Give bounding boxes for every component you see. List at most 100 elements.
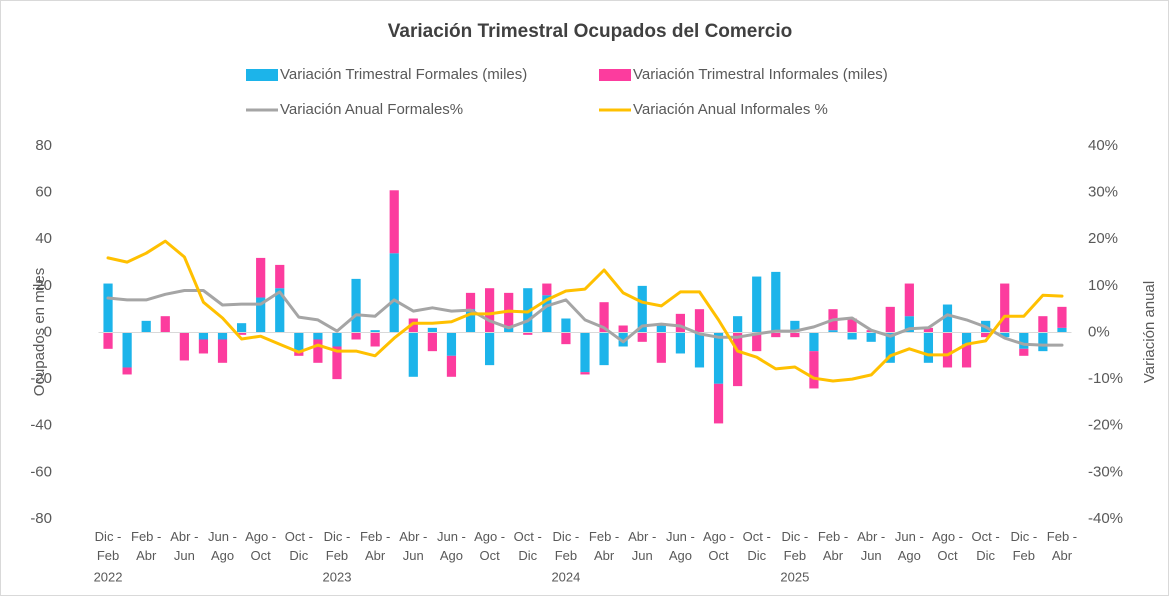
x-tick-label: Dic -Feb — [324, 529, 351, 563]
bar — [446, 355, 457, 377]
bar — [885, 332, 895, 363]
x-group-label: 2025 — [780, 569, 809, 584]
x-tick-label: Ago -Oct — [474, 529, 505, 563]
bar — [809, 351, 819, 389]
y-axis-title: Ocupados en miles — [31, 268, 48, 396]
bar — [942, 304, 953, 333]
bar — [198, 332, 209, 340]
chart-title: Variación Trimestral Ocupados del Comerc… — [388, 21, 792, 42]
bar — [485, 332, 495, 366]
x-tick-label: Ago -Oct — [245, 529, 276, 563]
bar — [465, 309, 476, 333]
bar — [103, 283, 113, 333]
bar — [523, 332, 533, 335]
bar — [332, 332, 342, 347]
bar — [618, 332, 628, 347]
x-tick-label: Abr -Jun — [857, 529, 885, 563]
bar — [904, 316, 914, 333]
bar — [256, 297, 266, 333]
legend-label: Variación Trimestral Formales (miles) — [280, 66, 527, 83]
y2-tick-label: 0% — [1088, 323, 1110, 340]
x-tick-label: Dic -Feb — [95, 529, 122, 563]
legend-label: Variación Anual Informales % — [633, 101, 828, 118]
bar — [313, 332, 323, 340]
bar — [694, 332, 705, 368]
x-tick-label: Feb -Abr — [360, 529, 390, 563]
y-tick-label: -40 — [30, 417, 52, 434]
bar — [504, 327, 514, 333]
bar — [256, 257, 266, 298]
bar — [485, 288, 495, 333]
bar — [275, 264, 285, 289]
y-tick-label: -80 — [30, 510, 52, 527]
y2-tick-label: -10% — [1088, 370, 1123, 387]
bar — [351, 278, 361, 333]
bar — [580, 372, 590, 375]
bar — [275, 288, 285, 333]
bar — [599, 302, 609, 333]
legend-swatch — [246, 69, 278, 81]
bar — [198, 339, 209, 354]
bar — [847, 318, 857, 333]
bar — [122, 332, 132, 368]
bar — [809, 332, 819, 352]
bar — [866, 332, 876, 342]
x-tick-label: Feb -Abr — [131, 529, 161, 563]
y2-tick-label: -30% — [1088, 463, 1123, 480]
x-tick-label: Ago -Oct — [703, 529, 734, 563]
bar — [904, 283, 914, 317]
y2-tick-label: 40% — [1088, 137, 1118, 154]
x-tick-label: Oct -Dic — [743, 529, 771, 563]
legend-swatch — [599, 69, 631, 81]
x-tick-label: Abr -Jun — [170, 529, 198, 563]
x-tick-label: Abr -Jun — [628, 529, 656, 563]
bar — [752, 276, 762, 333]
bar — [141, 320, 151, 333]
bar — [847, 332, 857, 340]
bar — [618, 325, 628, 333]
bar — [694, 309, 705, 333]
bar — [122, 367, 132, 375]
x-tick-label: Dic -Feb — [782, 529, 809, 563]
y2-axis-title: Variación anual — [1141, 281, 1158, 383]
bar — [790, 332, 800, 338]
bar — [179, 332, 189, 361]
bar — [236, 332, 247, 335]
bar — [752, 332, 762, 352]
y-tick-label: -20 — [30, 370, 52, 387]
bar — [1038, 332, 1048, 352]
y2-tick-label: 10% — [1088, 277, 1118, 294]
bar — [465, 292, 476, 310]
bar — [389, 253, 399, 333]
x-tick-label: Oct -Dic — [285, 529, 313, 563]
bar — [389, 190, 399, 254]
x-tick-label: Ago -Oct — [932, 529, 963, 563]
bar — [656, 332, 666, 363]
line — [106, 289, 1064, 347]
bar — [885, 306, 895, 333]
x-group-label: 2022 — [94, 569, 123, 584]
y2-tick-label: 30% — [1088, 184, 1118, 201]
y2-tick-label: -40% — [1088, 510, 1123, 527]
y-tick-label: 0 — [44, 323, 52, 340]
x-tick-label: Feb -Abr — [1047, 529, 1077, 563]
y-tick-label: 40 — [35, 230, 52, 247]
bar — [408, 318, 418, 333]
bar — [427, 327, 437, 333]
bar — [1057, 327, 1067, 333]
bar — [981, 332, 991, 338]
bar — [637, 285, 647, 333]
bar — [675, 332, 685, 354]
x-tick-label: Jun -Ago — [437, 529, 466, 563]
bar — [599, 332, 609, 366]
bar — [713, 383, 724, 424]
bar — [313, 339, 323, 363]
bar — [542, 283, 552, 296]
bar — [370, 330, 380, 333]
bar — [637, 332, 647, 342]
x-tick-label: Jun -Ago — [895, 529, 924, 563]
bar — [294, 332, 304, 352]
line — [106, 239, 1064, 383]
bar — [332, 346, 342, 380]
